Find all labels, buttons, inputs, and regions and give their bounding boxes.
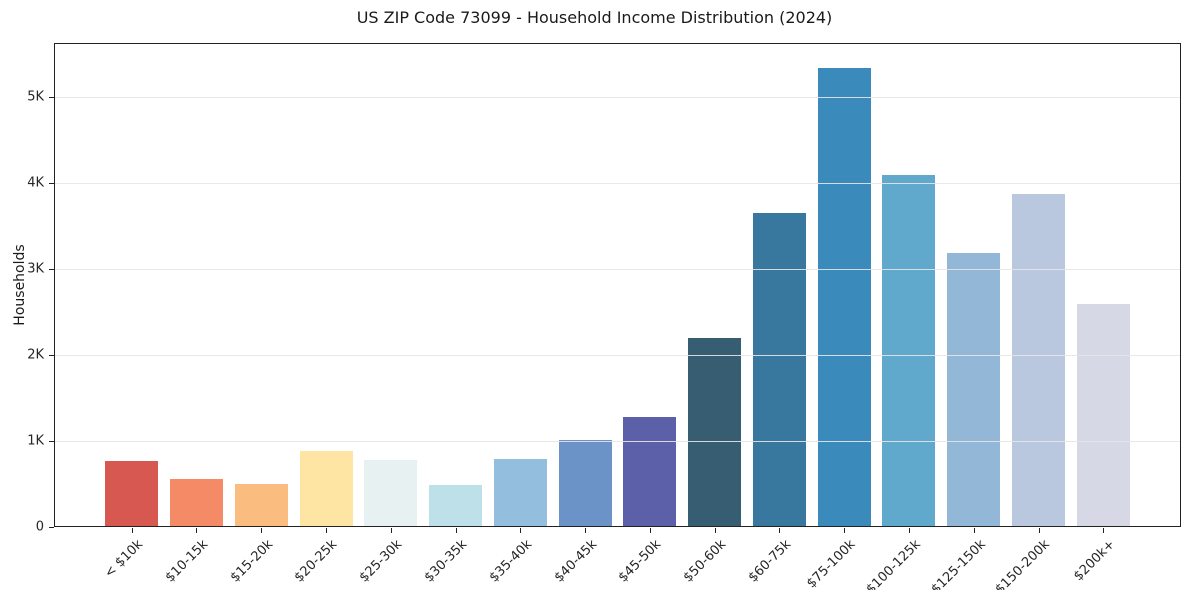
plot-area (54, 43, 1181, 527)
x-tick-label-text: $50-60k (680, 537, 730, 586)
x-tick-mark (779, 528, 781, 533)
bar-$100-125k (882, 175, 936, 527)
y-tick-mark (49, 441, 54, 442)
x-tick-mark (196, 528, 198, 533)
y-tick-label: 4K (27, 175, 44, 191)
x-tick-label-text: $10-15k (162, 537, 212, 586)
gridline-3K (54, 269, 1181, 271)
x-tick-label-text: $200k+ (1070, 537, 1118, 585)
bar-< $10k (105, 461, 159, 527)
bar-$35-40k (493, 458, 547, 527)
y-tick-mark (49, 97, 54, 98)
x-tick-mark (973, 528, 975, 533)
x-tick-label-text: $40-45k (551, 537, 600, 586)
x-tick-mark (520, 528, 522, 533)
x-tick-label-text: $75-100k (804, 537, 859, 590)
x-tick-mark (261, 528, 263, 533)
y-tick-mark (49, 269, 54, 270)
y-tick-label: 1K (27, 433, 44, 449)
y-axis-label: Households (12, 244, 28, 326)
bar-$10-15k (169, 478, 223, 527)
x-tick-mark (714, 528, 716, 533)
y-tick-mark (49, 355, 54, 356)
x-tick-mark (1103, 528, 1105, 533)
bar-$150-200k (1012, 194, 1065, 527)
bar-$125-150k (947, 252, 1001, 527)
x-tick-label-text: $15-20k (227, 537, 276, 586)
x-tick-label-text: $30-35k (421, 537, 471, 586)
bar-$15-20k (234, 483, 288, 527)
y-tick-mark (49, 527, 54, 528)
gridline-1K (54, 441, 1181, 443)
gridline-2K (54, 355, 1181, 357)
x-tick-label-text: $100-125k (863, 537, 924, 590)
x-tick-label-text: $35-40k (486, 537, 535, 586)
x-tick-label-text: $45-50k (615, 537, 665, 586)
bar-$30-35k (429, 485, 483, 527)
x-tick-label-text: < $10k (102, 537, 147, 582)
x-tick-mark (844, 528, 846, 533)
y-tick-label: 3K (27, 261, 44, 277)
y-tick-mark (49, 183, 54, 184)
bar-$50-60k (688, 337, 742, 527)
bar-$20-25k (299, 450, 353, 527)
bar-$200k+ (1076, 303, 1130, 527)
y-tick-label: 5K (27, 89, 44, 105)
gridline-5K (54, 97, 1181, 99)
x-tick-label-text: $25-30k (356, 537, 406, 586)
x-tick-mark (326, 528, 328, 533)
bar-$25-30k (364, 459, 418, 527)
y-tick-label: 2K (27, 347, 44, 363)
y-tick-label: 0 (35, 519, 44, 535)
x-tick-label-text: $125-150k (928, 537, 989, 590)
x-tick-mark (455, 528, 457, 533)
bar-$60-75k (752, 212, 806, 527)
x-tick-mark (585, 528, 587, 533)
chart-title: US ZIP Code 73099 - Household Income Dis… (356, 8, 833, 27)
x-tick-mark (131, 528, 133, 533)
x-tick-label-text: $60-75k (745, 537, 795, 586)
x-tick-mark (390, 528, 392, 533)
x-tick-mark (908, 528, 910, 533)
bar-$40-45k (558, 439, 612, 527)
bar-$75-100k (817, 67, 871, 527)
x-tick-mark (649, 528, 651, 533)
x-tick-label-text: $150-200k (992, 537, 1054, 590)
x-tick-mark (1038, 528, 1040, 533)
bar-$45-50k (623, 417, 677, 527)
gridline-4K (54, 183, 1181, 185)
x-tick-label-text: $20-25k (292, 537, 341, 586)
